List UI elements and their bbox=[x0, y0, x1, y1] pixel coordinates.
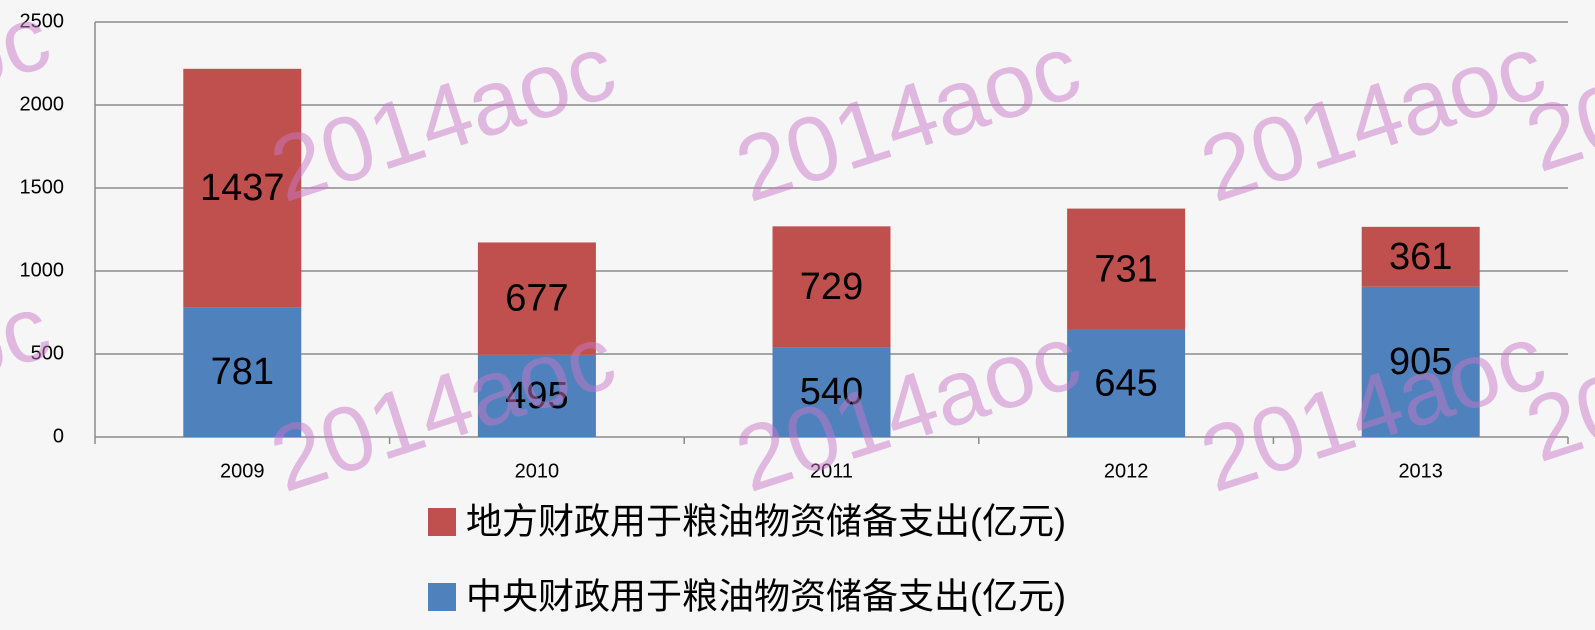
bar-segment bbox=[1361, 286, 1480, 437]
bar-segment bbox=[1067, 329, 1186, 437]
data-label: 905 bbox=[1389, 341, 1452, 383]
watermark: 2014aoc bbox=[724, 16, 1091, 222]
bar-segment bbox=[772, 226, 891, 348]
legend-label: 中央财政用于粮油物资储备支出(亿元) bbox=[466, 576, 1066, 617]
y-tick-label: 2500 bbox=[20, 10, 65, 32]
y-tick-label: 2000 bbox=[20, 93, 65, 115]
bar-segment bbox=[183, 68, 302, 308]
bar-segment bbox=[1067, 208, 1186, 330]
y-tick-label: 0 bbox=[53, 425, 64, 447]
bar-segment bbox=[477, 242, 596, 355]
bar-segment bbox=[477, 354, 596, 437]
data-label: 495 bbox=[505, 375, 568, 417]
y-tick-label: 1000 bbox=[20, 259, 65, 281]
bar-segment bbox=[772, 347, 891, 437]
y-tick-label: 500 bbox=[31, 342, 64, 364]
data-label: 361 bbox=[1389, 236, 1452, 278]
data-label: 729 bbox=[800, 266, 863, 308]
data-label: 731 bbox=[1094, 248, 1157, 290]
bar-segment bbox=[1361, 226, 1480, 287]
x-tick-label: 2013 bbox=[1398, 460, 1443, 482]
data-label: 540 bbox=[800, 371, 863, 413]
data-label: 645 bbox=[1094, 362, 1157, 404]
legend-label: 地方财政用于粮油物资储备支出(亿元) bbox=[466, 501, 1066, 542]
x-tick-label: 2009 bbox=[220, 460, 265, 482]
watermark: 2014aoc bbox=[1189, 16, 1556, 222]
x-tick-label: 2011 bbox=[810, 460, 853, 482]
legend-swatch bbox=[428, 508, 456, 536]
legend-swatch bbox=[428, 583, 456, 611]
x-tick-label: 2010 bbox=[515, 460, 560, 482]
watermark: 2014aoc bbox=[259, 306, 626, 512]
bar-segment bbox=[183, 307, 302, 437]
watermark: 2014aoc bbox=[0, 276, 62, 482]
y-tick-label: 1500 bbox=[20, 176, 65, 198]
data-label: 781 bbox=[211, 351, 274, 393]
watermark: 2014aoc bbox=[259, 16, 626, 222]
x-tick-label: 2012 bbox=[1104, 460, 1149, 482]
data-label: 677 bbox=[505, 278, 568, 320]
data-label: 1437 bbox=[200, 167, 285, 209]
